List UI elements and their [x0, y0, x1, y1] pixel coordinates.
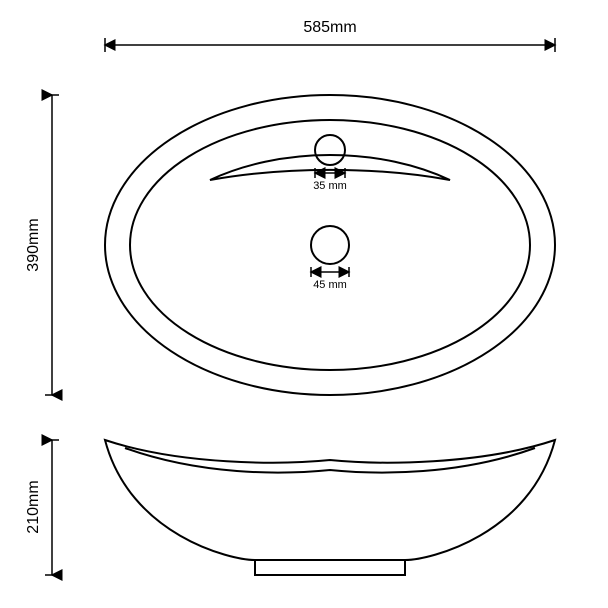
tap-hole-label: 35 mm [313, 180, 347, 192]
dim-side-height: 210mm [25, 440, 59, 575]
side-view [105, 440, 555, 575]
dim-width: 585mm [105, 19, 555, 52]
basin-outer [105, 95, 555, 395]
height-label: 390mm [25, 218, 42, 271]
side-height-label: 210mm [25, 480, 42, 533]
tap-hole [315, 135, 345, 165]
dim-tap-hole: 35 mm [313, 168, 347, 192]
drain-hole-label: 45 mm [313, 279, 347, 291]
basin-inner [130, 120, 530, 370]
bowl-foot [255, 560, 405, 575]
bowl-outer-profile [105, 440, 555, 560]
drain-hole [311, 226, 349, 264]
dim-drain-hole: 45 mm [311, 267, 349, 291]
tap-deck [210, 155, 450, 180]
dim-height: 390mm [25, 95, 59, 395]
top-view: 35 mm 45 mm [105, 95, 555, 395]
width-label: 585mm [303, 19, 356, 36]
